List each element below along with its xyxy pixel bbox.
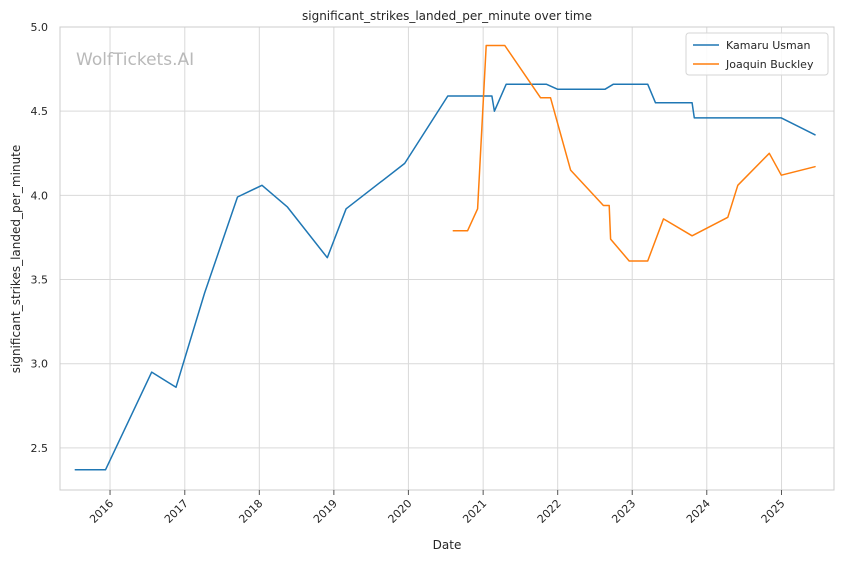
y-tick-label: 3.5 — [31, 274, 49, 287]
y-tick-label: 2.5 — [31, 442, 49, 455]
y-tick-label: 5.0 — [31, 21, 49, 34]
x-axis-label: Date — [433, 538, 462, 552]
plot-area-frame — [59, 26, 835, 491]
y-axis-label: significant_strikes_landed_per_minute — [9, 145, 23, 374]
series-line-joaquin-buckley — [452, 44, 816, 262]
y-tick-label: 4.0 — [31, 189, 49, 202]
y-tick-label: 4.5 — [31, 105, 49, 118]
legend-box — [685, 32, 829, 76]
y-tick-label: 3.0 — [31, 358, 49, 371]
legend: Kamaru Usman Joaquin Buckley — [685, 32, 829, 76]
chart-title: significant_strikes_landed_per_minute ov… — [302, 9, 592, 23]
watermark: WolfTickets.AI — [76, 50, 194, 70]
series-line-kamaru-usman — [74, 83, 816, 471]
legend-entry-kamaru-usman: Kamaru Usman — [726, 39, 810, 52]
series-lines — [74, 44, 816, 471]
legend-entry-joaquin-buckley: Joaquin Buckley — [725, 58, 814, 71]
